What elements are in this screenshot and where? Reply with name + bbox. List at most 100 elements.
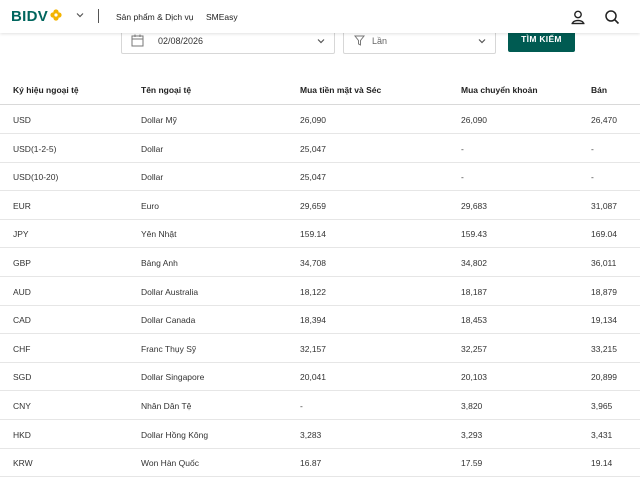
top-header: BIDV Sản phẩm & Dịch vụ SMEasy [0,0,640,33]
cell-currency-code: USD(1-2-5) [13,143,57,154]
cell-buy-transfer: - [461,143,464,154]
table-row: JPY Yên Nhật 159.14 159.43 169.04 [0,219,640,249]
table-row: USD(10-20) Dollar 25,047 - - [0,162,640,192]
cell-sell: 19,134 [591,315,617,326]
cell-currency-name: Won Hàn Quốc [141,458,199,469]
rate-type-value: Lần [372,36,388,46]
cell-currency-code: CHF [13,343,31,354]
cell-currency-name: Dollar [141,143,164,154]
cell-buy-cash: 25,047 [300,172,326,183]
cell-currency-name: Dollar [141,172,164,183]
table-row: HKD Dollar Hồng Kông 3,283 3,293 3,431 [0,420,640,449]
cell-currency-code: HKD [13,429,31,440]
cell-currency-code: JPY [13,229,29,240]
header-currency-name: Tên ngoại tệ [141,85,192,95]
cell-currency-name: Dollar Australia [141,286,199,297]
cell-sell: 20,899 [591,372,617,383]
cell-buy-transfer: - [461,172,464,183]
cell-currency-code: CNY [13,401,31,411]
cell-buy-cash: - [300,401,303,411]
cell-currency-code: SGD [13,372,32,383]
cell-buy-cash: 25,047 [300,143,326,154]
cell-buy-cash: 16.87 [300,458,322,469]
cell-buy-cash: 18,122 [300,286,326,297]
nav-smeasy[interactable]: SMEasy [206,12,238,22]
bidv-logo[interactable]: BIDV [11,8,63,25]
cell-sell: 31,087 [591,200,617,211]
cell-buy-cash: 34,708 [300,258,326,268]
cell-sell: 169.04 [591,229,617,240]
cell-currency-code: GBP [13,258,31,268]
chevron-down-icon [317,39,325,44]
table-row: CAD Dollar Canada 18,394 18,453 19,134 [0,305,640,335]
cell-currency-name: Yên Nhật [141,229,177,240]
table-row: CNY Nhân Dân Tệ - 3,820 3,965 [0,391,640,420]
logo-text: BIDV [11,8,49,25]
table-row: SGD Dollar Singapore 20,041 20,103 20,899 [0,362,640,392]
cell-buy-cash: 26,090 [300,115,326,125]
cell-currency-name: Dollar Mỹ [141,115,177,125]
cell-buy-cash: 29,659 [300,200,326,211]
header-currency-code: Ký hiệu ngoại tệ [13,85,79,95]
cell-sell: 3,431 [591,429,613,440]
cell-sell: 19.14 [591,458,613,469]
cell-sell: - [591,143,594,154]
cell-currency-code: CAD [13,315,31,326]
cell-buy-transfer: 3,820 [461,401,483,411]
cell-currency-name: Nhân Dân Tệ [141,401,192,411]
cell-sell: 3,965 [591,401,613,411]
cell-buy-transfer: 26,090 [461,115,487,125]
table-row: CHF Franc Thụy Sỹ 32,157 32,257 33,215 [0,334,640,363]
cell-currency-name: Bảng Anh [141,258,178,268]
nav-products-services[interactable]: Sản phẩm & Dịch vụ [116,12,194,22]
cell-currency-code: USD(10-20) [13,172,59,183]
cell-sell: - [591,172,594,183]
logo-flower-icon [50,8,62,21]
cell-buy-cash: 32,157 [300,343,326,354]
cell-sell: 18,879 [591,286,617,297]
filter-icon [354,35,365,46]
cell-currency-code: KRW [13,458,33,469]
cell-buy-transfer: 18,187 [461,286,487,297]
search-icon[interactable] [604,9,620,25]
cell-currency-code: EUR [13,200,31,211]
cell-buy-cash: 20,041 [300,372,326,383]
cell-buy-transfer: 32,257 [461,343,487,354]
table-row: USD(1-2-5) Dollar 25,047 - - [0,134,640,163]
header-buy-cash: Mua tiền mặt và Séc [300,85,382,95]
table-header: Ký hiệu ngoại tệ Tên ngoại tệ Mua tiền m… [0,76,640,105]
header-sell: Bán [591,85,608,95]
table-row: EUR Euro 29,659 29,683 31,087 [0,191,640,220]
cell-currency-name: Euro [141,200,159,211]
cell-buy-transfer: 20,103 [461,372,487,383]
cell-currency-code: AUD [13,286,31,297]
chevron-down-icon[interactable] [75,10,85,20]
cell-currency-code: USD [13,115,31,125]
date-value: 02/08/2026 [158,36,204,46]
chevron-down-icon [478,39,486,44]
cell-buy-cash: 3,283 [300,429,322,440]
header-buy-transfer: Mua chuyển khoản [461,85,538,95]
cell-buy-cash: 159.14 [300,229,326,240]
cell-buy-transfer: 159.43 [461,229,487,240]
cell-buy-transfer: 17.59 [461,458,483,469]
table-row: KRW Won Hàn Quốc 16.87 17.59 19.14 [0,448,640,478]
table-row: GBP Bảng Anh 34,708 34,802 36,011 [0,248,640,277]
calendar-icon [131,34,144,47]
cell-currency-name: Dollar Singapore [141,372,205,383]
cell-buy-transfer: 29,683 [461,200,487,211]
cell-buy-cash: 18,394 [300,315,326,326]
cell-currency-name: Dollar Canada [141,315,196,326]
cell-buy-transfer: 34,802 [461,258,487,268]
table-row: USD Dollar Mỹ 26,090 26,090 26,470 [0,105,640,134]
cell-currency-name: Dollar Hồng Kông [141,429,209,440]
cell-sell: 33,215 [591,343,617,354]
cell-buy-transfer: 3,293 [461,429,483,440]
cell-currency-name: Franc Thụy Sỹ [141,343,197,354]
cell-buy-transfer: 18,453 [461,315,487,326]
cell-sell: 26,470 [591,115,617,125]
cell-sell: 36,011 [591,258,617,268]
table-row: AUD Dollar Australia 18,122 18,187 18,879 [0,277,640,306]
header-divider [98,9,99,23]
user-icon[interactable] [570,9,586,25]
